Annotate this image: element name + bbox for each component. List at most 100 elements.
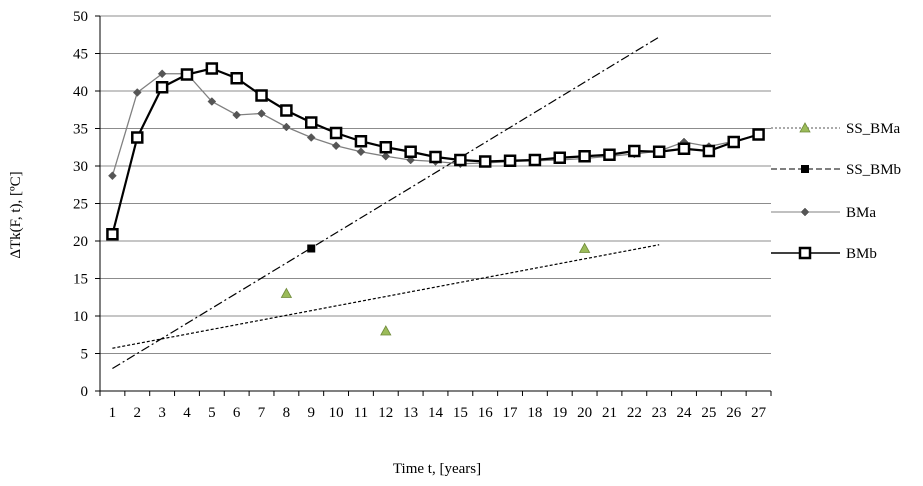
data-point xyxy=(329,126,343,140)
data-point xyxy=(578,150,591,163)
data-point xyxy=(207,97,217,106)
x-tick-label: 9 xyxy=(307,405,315,421)
legend-item-ss-bmb: SS_BMb xyxy=(771,162,901,178)
data-point xyxy=(628,144,641,158)
legend-marker xyxy=(801,165,809,173)
data-point xyxy=(603,148,616,161)
data-point xyxy=(578,242,591,253)
y-tick-label: 10 xyxy=(73,309,88,325)
x-tick-label: 27 xyxy=(751,405,767,421)
y-tick-label: 5 xyxy=(81,347,89,363)
legend-marker xyxy=(798,246,812,260)
data-point xyxy=(307,244,316,253)
x-tick-label: 14 xyxy=(428,405,444,421)
data-point xyxy=(677,142,691,155)
series-ss-bma xyxy=(280,242,591,336)
x-tick-label: 24 xyxy=(677,405,693,421)
data-point xyxy=(652,145,666,158)
data-point xyxy=(478,155,492,168)
data-point xyxy=(108,171,117,181)
data-point xyxy=(379,141,393,154)
data-point xyxy=(282,122,291,132)
y-tick-label: 20 xyxy=(73,234,88,250)
x-tick-label: 18 xyxy=(527,405,542,421)
data-point xyxy=(429,150,442,164)
data-point xyxy=(404,145,417,158)
data-point xyxy=(454,153,467,167)
data-point xyxy=(380,325,392,336)
data-point xyxy=(528,153,542,167)
data-point xyxy=(255,89,268,102)
x-tick-label: 22 xyxy=(627,405,642,421)
data-point xyxy=(702,144,716,158)
y-tick-label: 35 xyxy=(73,122,88,138)
x-tick-label: 11 xyxy=(354,405,368,421)
legend-item-bmb: BMb xyxy=(771,246,877,262)
legend-label: BMa xyxy=(846,205,876,221)
data-point xyxy=(205,62,219,75)
x-tick-label: 26 xyxy=(726,405,742,421)
data-point xyxy=(331,141,341,151)
legend-item-ss-bma: SS_BMa xyxy=(771,121,901,137)
data-point xyxy=(106,228,119,241)
x-tick-label: 4 xyxy=(183,405,191,421)
y-tick-label: 0 xyxy=(81,384,89,400)
x-tick-label: 15 xyxy=(453,405,468,421)
data-point xyxy=(132,88,142,97)
trendlines xyxy=(112,36,660,370)
data-point xyxy=(180,68,194,81)
series-ss-bmb xyxy=(307,244,316,253)
y-axis-label: ΔTk(F, t), [ºC] xyxy=(8,171,24,258)
y-tick-label: 15 xyxy=(73,272,88,288)
trendline-ss-bma xyxy=(112,244,660,349)
data-point xyxy=(157,69,167,79)
data-point xyxy=(727,135,740,149)
y-tick-label: 30 xyxy=(73,159,88,175)
x-tick-label: 25 xyxy=(701,405,716,421)
y-tick-label: 40 xyxy=(73,84,88,100)
x-tick-label: 3 xyxy=(158,405,166,421)
legend-label: SS_BMa xyxy=(846,121,901,137)
data-point xyxy=(553,151,567,164)
legend-item-bma: BMa xyxy=(771,205,876,221)
trendline-ss-bmb xyxy=(112,36,660,370)
data-point xyxy=(280,104,293,117)
legend-marker xyxy=(799,122,811,133)
series-group xyxy=(106,62,765,336)
x-tick-label: 5 xyxy=(208,405,216,421)
x-tick-label: 8 xyxy=(283,405,291,421)
legend-label: BMb xyxy=(846,246,877,262)
data-point xyxy=(131,131,144,144)
x-tick-label: 19 xyxy=(552,405,567,421)
x-tick-label: 12 xyxy=(378,405,393,421)
legend-marker xyxy=(800,207,810,217)
data-point xyxy=(306,133,316,142)
data-point xyxy=(503,154,517,167)
data-point xyxy=(354,135,368,148)
gridlines xyxy=(100,15,771,354)
x-tick-labels: 1 2 3 4 5 6 7 8 9 10 11 12 13 14 15 16 17 18 19 20 21 22 23 24 2… xyxy=(109,405,767,421)
x-tick-label: 1 xyxy=(109,405,117,421)
x-tick-label: 23 xyxy=(652,405,667,421)
y-tick-label: 25 xyxy=(73,197,88,213)
x-tick-label: 2 xyxy=(134,405,142,421)
data-point xyxy=(752,128,765,141)
y-tick-labels: 0 5 10 15 20 25 30 35 40 45 50 xyxy=(73,9,88,400)
data-point xyxy=(356,147,366,157)
x-tick-label: 7 xyxy=(258,405,266,421)
x-tick-label: 6 xyxy=(233,405,241,421)
x-tick-label: 10 xyxy=(329,405,344,421)
data-point xyxy=(280,287,293,298)
data-point xyxy=(232,110,242,120)
data-point xyxy=(155,81,169,94)
legend-label: SS_BMb xyxy=(846,162,901,178)
data-point xyxy=(257,109,266,118)
data-point xyxy=(381,151,391,161)
y-tick-label: 45 xyxy=(73,47,88,63)
legend: SS_BMa SS_BMb BMa BMb xyxy=(771,121,901,262)
axes xyxy=(95,15,772,396)
y-tick-label: 50 xyxy=(73,9,88,25)
x-tick-label: 20 xyxy=(577,405,592,421)
x-tick-label: 16 xyxy=(478,405,494,421)
